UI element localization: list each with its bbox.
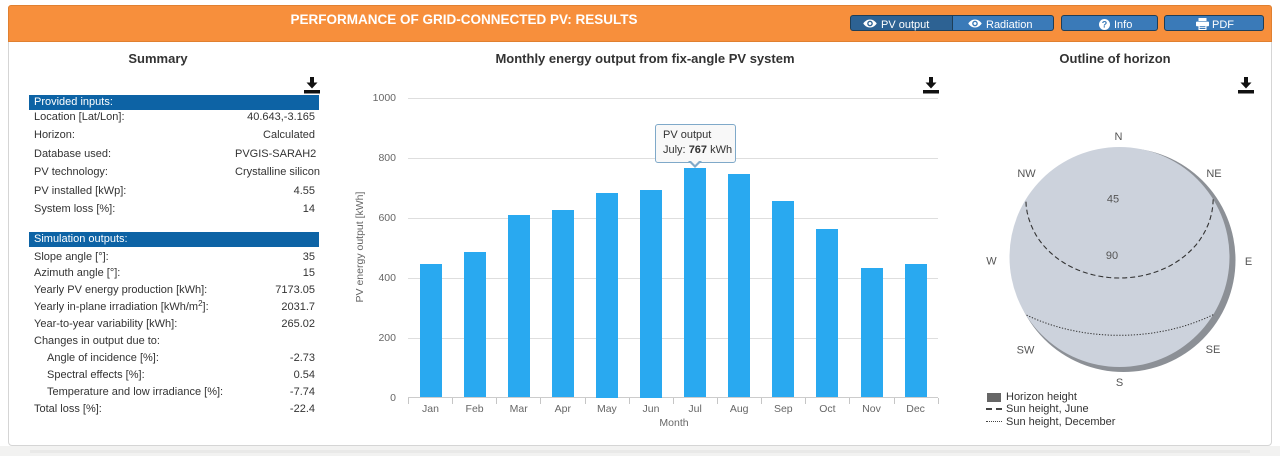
svg-text:S: S [1116, 377, 1123, 389]
svg-text:SE: SE [1206, 344, 1221, 356]
svg-text:45: 45 [1107, 194, 1119, 206]
svg-text:E: E [1245, 256, 1252, 268]
svg-text:NW: NW [1017, 168, 1036, 180]
svg-text:W: W [986, 256, 997, 268]
svg-text:90: 90 [1106, 250, 1118, 262]
svg-text:?: ? [1102, 19, 1108, 29]
svg-text:SW: SW [1017, 345, 1035, 357]
svg-text:N: N [1115, 131, 1123, 143]
svg-text:NE: NE [1206, 168, 1221, 180]
